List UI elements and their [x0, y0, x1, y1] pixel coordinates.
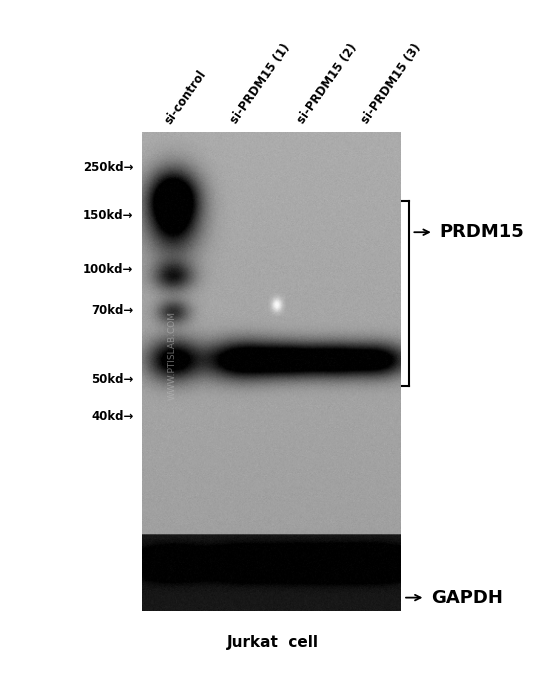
Text: 250kd→: 250kd→ [83, 161, 133, 174]
Text: 100kd→: 100kd→ [83, 263, 133, 277]
Text: Jurkat  cell: Jurkat cell [226, 635, 319, 650]
Text: si-PRDM15 (1): si-PRDM15 (1) [229, 42, 293, 126]
Text: si-control: si-control [162, 68, 208, 126]
Text: 50kd→: 50kd→ [91, 372, 133, 386]
Text: 40kd→: 40kd→ [91, 410, 133, 423]
Text: 150kd→: 150kd→ [83, 208, 133, 222]
Text: si-PRDM15 (3): si-PRDM15 (3) [359, 42, 424, 126]
Text: PRDM15: PRDM15 [439, 223, 524, 241]
Text: 70kd→: 70kd→ [91, 304, 133, 318]
Text: si-PRDM15 (2): si-PRDM15 (2) [295, 42, 360, 126]
Text: GAPDH: GAPDH [431, 589, 503, 607]
Text: WWW.PTISLAB.COM: WWW.PTISLAB.COM [168, 311, 177, 400]
